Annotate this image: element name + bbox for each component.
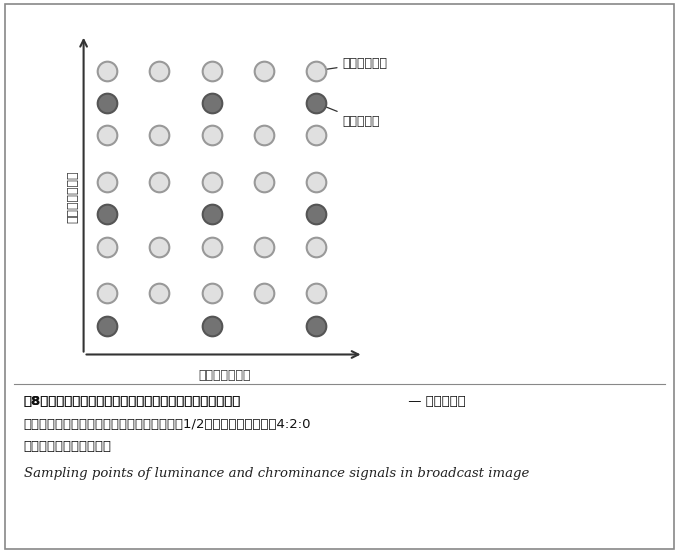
Text: 輝度の標本点: 輝度の標本点 <box>320 57 388 72</box>
Text: 図8８．　デジタル放送における画面上の輝度と色の標本点: 図8８． デジタル放送における画面上の輝度と色の標本点 <box>24 395 241 409</box>
Text: 画面の垂直位置: 画面の垂直位置 <box>67 170 79 223</box>
Point <box>154 131 165 140</box>
Point <box>311 98 322 107</box>
Text: 色の標本点: 色の標本点 <box>320 104 380 128</box>
Point <box>102 178 113 186</box>
Point <box>154 242 165 251</box>
Point <box>206 321 217 330</box>
Text: 図8８．　デジタル放送における画面上の輝度と色の標本点: 図8８． デジタル放送における画面上の輝度と色の標本点 <box>24 395 241 409</box>
Point <box>259 242 270 251</box>
Point <box>154 178 165 186</box>
Point <box>206 242 217 251</box>
Point <box>102 66 113 75</box>
Point <box>311 242 322 251</box>
Text: は輝度の標本点に対して水平・垂直方向とも1/2に間引かれている（4:2:0: は輝度の標本点に対して水平・垂直方向とも1/2に間引かれている（4:2:0 <box>24 418 311 431</box>
Point <box>206 98 217 107</box>
Text: Sampling points of luminance and chrominance signals in broadcast image: Sampling points of luminance and chromin… <box>24 467 529 481</box>
Text: — 色の標本点: — 色の標本点 <box>404 395 466 409</box>
Point <box>311 210 322 219</box>
Point <box>102 242 113 251</box>
Point <box>102 289 113 298</box>
Point <box>102 98 113 107</box>
Point <box>311 289 322 298</box>
Point <box>102 321 113 330</box>
Point <box>154 66 165 75</box>
Point <box>154 289 165 298</box>
Point <box>259 66 270 75</box>
Point <box>311 178 322 186</box>
Point <box>311 321 322 330</box>
Point <box>311 66 322 75</box>
Text: 画面の水平位置: 画面の水平位置 <box>198 369 251 382</box>
Point <box>102 131 113 140</box>
Point <box>206 178 217 186</box>
Text: 図8８．　デジタル放送における画面上の輝度と色の標本点 — 色の標本点: 図8８． デジタル放送における画面上の輝度と色の標本点 — 色の標本点 <box>24 395 302 409</box>
Point <box>102 210 113 219</box>
Point <box>259 178 270 186</box>
Point <box>206 131 217 140</box>
Point <box>206 210 217 219</box>
Point <box>311 131 322 140</box>
Point <box>206 289 217 298</box>
Text: クロマフォーマット）。: クロマフォーマット）。 <box>24 440 112 453</box>
Point <box>259 131 270 140</box>
Point <box>259 289 270 298</box>
Point <box>206 66 217 75</box>
